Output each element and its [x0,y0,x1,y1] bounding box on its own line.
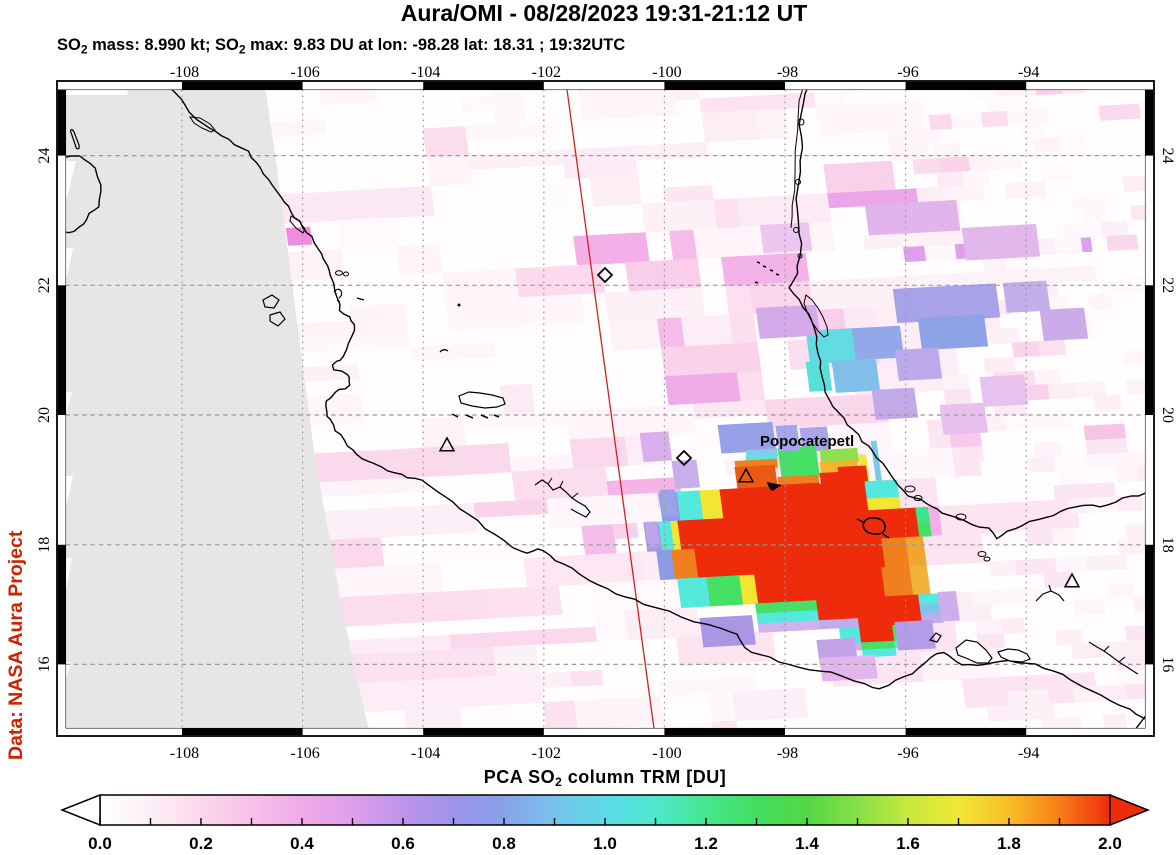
svg-text:0.0: 0.0 [88,834,112,853]
svg-text:-104: -104 [411,64,440,81]
svg-text:0.4: 0.4 [290,834,314,853]
svg-text:0.8: 0.8 [492,834,516,853]
svg-text:PCA SO2 column TRM [DU]: PCA SO2 column TRM [DU] [484,767,727,789]
svg-text:-96: -96 [897,64,918,81]
svg-text:22: 22 [1159,277,1176,293]
svg-text:20: 20 [36,407,53,423]
svg-text:24: 24 [1159,148,1176,164]
svg-text:0.6: 0.6 [391,834,415,853]
svg-text:SO2 mass: 8.990 kt; SO2 max: 9: SO2 mass: 8.990 kt; SO2 max: 9.83 DU at … [57,36,625,57]
svg-text:18: 18 [1159,537,1176,553]
svg-text:-108: -108 [170,64,199,81]
svg-text:-100: -100 [652,745,681,762]
svg-text:Data: NASA Aura Project: Data: NASA Aura Project [5,530,27,760]
svg-text:-94: -94 [1018,745,1039,762]
svg-text:1.8: 1.8 [997,834,1021,853]
svg-text:1.2: 1.2 [694,834,718,853]
svg-text:-96: -96 [897,745,918,762]
svg-text:-106: -106 [290,64,319,81]
svg-text:-98: -98 [777,745,798,762]
svg-text:1.0: 1.0 [593,834,617,853]
svg-text:Popocatepetl: Popocatepetl [760,433,854,450]
svg-text:18: 18 [36,537,53,553]
svg-text:-94: -94 [1018,64,1039,81]
svg-text:22: 22 [36,277,53,293]
svg-text:20: 20 [1159,407,1176,423]
svg-text:-102: -102 [532,745,561,762]
svg-text:-98: -98 [777,64,798,81]
svg-text:-100: -100 [652,64,681,81]
svg-text:1.6: 1.6 [896,834,920,853]
svg-text:-104: -104 [411,745,440,762]
svg-text:-108: -108 [170,745,199,762]
svg-text:Aura/OMI - 08/28/2023 19:31-21: Aura/OMI - 08/28/2023 19:31-21:12 UT [401,0,808,26]
svg-text:24: 24 [36,148,53,164]
svg-text:1.4: 1.4 [795,834,819,853]
svg-text:16: 16 [36,656,53,672]
svg-text:0.2: 0.2 [189,834,213,853]
svg-text:-106: -106 [290,745,319,762]
svg-text:-102: -102 [532,64,561,81]
svg-text:2.0: 2.0 [1098,834,1122,853]
svg-text:16: 16 [1159,656,1176,672]
